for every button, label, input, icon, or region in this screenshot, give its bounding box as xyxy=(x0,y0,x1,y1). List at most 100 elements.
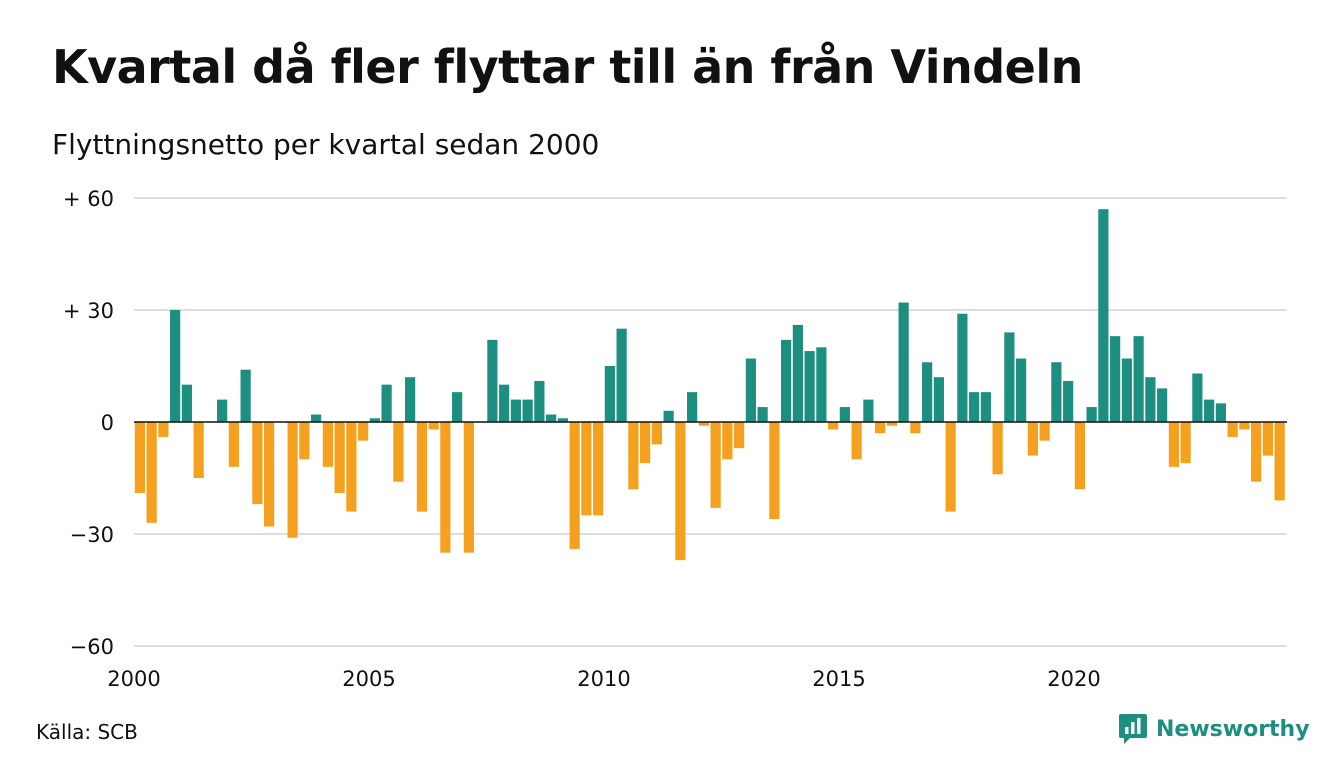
bar xyxy=(1016,358,1027,422)
bar xyxy=(569,422,580,549)
bar xyxy=(534,380,545,422)
x-tick-label: 2000 xyxy=(107,667,160,691)
bar xyxy=(299,422,310,460)
bar xyxy=(851,422,862,460)
bar xyxy=(170,310,181,422)
bar xyxy=(193,422,204,478)
bar xyxy=(651,422,662,445)
bar xyxy=(745,358,756,422)
newsworthy-logo-icon xyxy=(1119,714,1147,744)
bar xyxy=(1086,407,1097,422)
bar xyxy=(1251,422,1262,482)
bar xyxy=(393,422,404,482)
brand-name: Newsworthy xyxy=(1156,716,1310,742)
bar xyxy=(369,418,380,422)
brand-logo: Newsworthy xyxy=(1118,712,1310,746)
bar xyxy=(710,422,721,508)
bar xyxy=(322,422,333,467)
bar xyxy=(933,377,944,422)
bar xyxy=(1039,422,1050,441)
bar xyxy=(463,422,474,553)
bar xyxy=(311,414,322,422)
bar xyxy=(616,328,627,422)
bar xyxy=(675,422,686,561)
bar xyxy=(581,422,592,516)
bar xyxy=(499,384,510,422)
bar xyxy=(510,399,521,422)
bar xyxy=(698,422,709,426)
bar xyxy=(1274,422,1285,501)
bar xyxy=(1262,422,1273,456)
bar xyxy=(381,384,392,422)
bar xyxy=(1215,403,1226,422)
bar xyxy=(1192,373,1203,422)
bar xyxy=(358,422,369,441)
bar xyxy=(181,384,192,422)
bar xyxy=(875,422,886,434)
bar xyxy=(1204,399,1215,422)
bar xyxy=(1063,380,1074,422)
bar xyxy=(863,399,874,422)
bar xyxy=(1239,422,1250,430)
bar xyxy=(734,422,745,449)
bar xyxy=(1121,358,1132,422)
bar xyxy=(134,422,145,493)
bar xyxy=(1051,362,1062,422)
bar-chart: + 60 + 30 0 −30 −60 2000 2005 2010 2015 2020 xyxy=(63,187,1287,691)
bar xyxy=(980,392,991,422)
x-tick-label: 2010 xyxy=(577,667,630,691)
bar xyxy=(1027,422,1038,456)
bar xyxy=(886,422,897,426)
bar xyxy=(264,422,275,527)
bar xyxy=(910,422,921,434)
bar xyxy=(1227,422,1238,437)
bar xyxy=(405,377,416,422)
x-tick-label: 2005 xyxy=(342,667,395,691)
bar xyxy=(346,422,357,512)
bar xyxy=(945,422,956,512)
bar xyxy=(922,362,933,422)
source-note: Källa: SCB xyxy=(36,720,138,744)
bar xyxy=(1098,209,1109,422)
bar xyxy=(416,422,427,512)
bar xyxy=(334,422,345,493)
bar xyxy=(1133,336,1144,422)
bar xyxy=(640,422,651,464)
bar xyxy=(604,366,615,422)
y-axis-labels: + 60 + 30 0 −30 −60 xyxy=(63,187,114,659)
bar xyxy=(522,399,533,422)
bar xyxy=(781,339,792,422)
chart-subtitle: Flyttningsnetto per kvartal sedan 2000 xyxy=(52,128,600,161)
bar xyxy=(898,302,909,422)
bar xyxy=(1157,388,1168,422)
bar xyxy=(722,422,733,460)
bar xyxy=(687,392,698,422)
y-tick-label: 0 xyxy=(101,411,114,435)
bar xyxy=(1168,422,1179,467)
y-tick-label: −30 xyxy=(70,523,114,547)
bar xyxy=(957,313,968,422)
bar xyxy=(240,369,251,422)
bars xyxy=(134,209,1285,561)
bar xyxy=(804,351,815,422)
x-tick-label: 2015 xyxy=(812,667,865,691)
bar xyxy=(1074,422,1085,490)
gridlines xyxy=(134,197,1287,647)
bar xyxy=(593,422,604,516)
y-tick-label: −60 xyxy=(70,635,114,659)
bar xyxy=(769,422,780,520)
bar xyxy=(228,422,239,467)
bar xyxy=(757,407,768,422)
bar xyxy=(992,422,1003,475)
bar xyxy=(287,422,298,538)
bar xyxy=(1180,422,1191,464)
y-tick-label: + 60 xyxy=(63,187,114,211)
bar xyxy=(546,414,557,422)
bar xyxy=(428,422,439,430)
x-tick-label: 2020 xyxy=(1047,667,1100,691)
bar xyxy=(839,407,850,422)
bar xyxy=(969,392,980,422)
bar xyxy=(1110,336,1121,422)
bar xyxy=(252,422,263,505)
bar xyxy=(452,392,463,422)
